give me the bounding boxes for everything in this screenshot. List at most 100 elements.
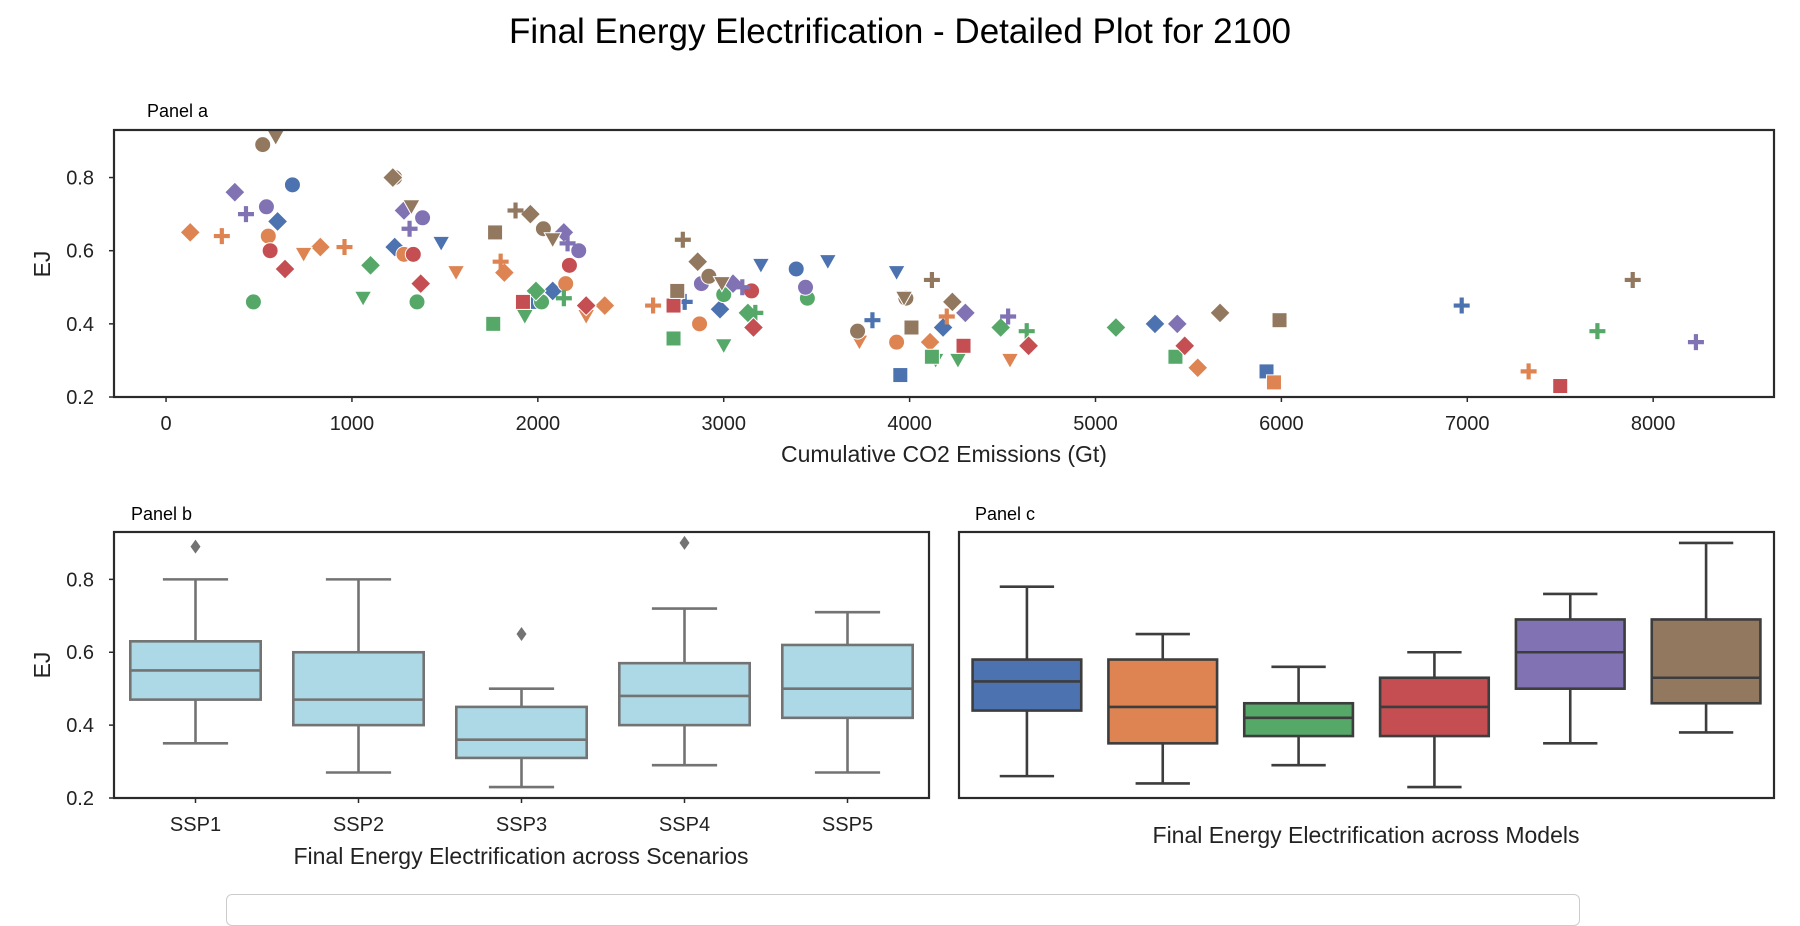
scatter-point	[492, 253, 509, 270]
scatter-point	[923, 348, 940, 365]
box-iqr	[780, 643, 914, 720]
panel-c: Panel c Final Energy Electrification acr…	[957, 504, 1776, 848]
scatter-point	[515, 309, 535, 326]
scatter-point	[266, 210, 289, 233]
scatter-point	[734, 279, 751, 296]
scatter-point	[382, 166, 404, 189]
figure-title: Final Energy Electrification - Detailed …	[509, 12, 1291, 51]
panel-b-label: Panel b	[131, 504, 192, 524]
scatter-point	[1589, 323, 1606, 340]
scatter-point	[712, 276, 732, 293]
panel-b: Panel b SSP1 SSP2 SSP3 SSP4 SSP5 0.2 0.4 0.6 0.8…	[29, 504, 931, 869]
scatter-point	[1174, 335, 1196, 357]
x-tick-label: 7000	[1445, 413, 1490, 435]
panel-c-label: Panel c	[975, 504, 1035, 524]
box-iqr	[1107, 658, 1219, 745]
scatter-point	[543, 232, 563, 249]
scatter-point	[402, 199, 421, 216]
category-label: SSP3	[496, 814, 547, 836]
category-label: SSP4	[659, 814, 710, 836]
category-label: SSP2	[333, 814, 384, 836]
scatter-point	[665, 297, 682, 314]
box-iqr	[1650, 618, 1762, 705]
figure: Final Energy Electrification - Detailed …	[29, 12, 1776, 869]
panel-c-frame	[957, 530, 1776, 800]
scatter-point	[259, 227, 277, 245]
scatter-point	[1687, 334, 1704, 351]
scatter-point	[1018, 323, 1035, 340]
scatter-point	[797, 278, 815, 296]
scatter-point	[359, 254, 382, 277]
panel-b-xlabel: Final Energy Electrification across Scen…	[293, 843, 748, 869]
scatter-point	[938, 308, 955, 325]
box-iqr	[1242, 701, 1355, 738]
x-tick-label: 4000	[887, 413, 932, 435]
y-tick-label: 0.8	[66, 168, 94, 190]
scatter-point	[431, 235, 451, 253]
scatter-point	[254, 136, 272, 154]
scatter-point	[401, 220, 418, 237]
panel-a-frame	[112, 128, 1776, 399]
box-group	[1107, 632, 1219, 785]
scatter-point	[932, 316, 954, 339]
box-iqr	[1514, 618, 1626, 690]
scatter-point	[179, 221, 201, 244]
scatter-point	[714, 338, 734, 355]
scatter-point	[309, 236, 332, 258]
scatter-point	[555, 290, 572, 307]
scatter-point	[1166, 313, 1188, 335]
scatter-point	[941, 291, 964, 313]
scatter-point	[244, 293, 262, 311]
scatter-point	[559, 235, 576, 252]
y-tick-label: 0.2	[66, 788, 94, 810]
scatter-point	[224, 181, 246, 203]
panel-a-label: Panel a	[147, 101, 209, 121]
scatter-point	[1144, 313, 1166, 335]
box-outlier	[516, 627, 527, 642]
y-tick-label: 0.4	[66, 715, 94, 737]
scatter-point	[507, 202, 524, 219]
box-iqr	[454, 705, 588, 760]
scatter-point	[1000, 308, 1017, 325]
box-outlier	[190, 539, 201, 554]
box-group	[291, 578, 425, 774]
panel-a-ticks: 0 1000 2000 3000 4000 5000 6000 7000 8000 0.2 0.4 0…	[66, 168, 1675, 435]
scatter-point	[955, 337, 972, 354]
scatter-point	[903, 319, 920, 336]
panel-b-ticks: SSP1 SSP2 SSP3 SSP4 SSP5 0.2 0.4 0.6 0.8	[66, 569, 873, 836]
scatter-point	[274, 258, 296, 280]
category-label: SSP1	[170, 814, 221, 836]
panel-a-ylabel: EJ	[29, 251, 55, 278]
scatter-point	[283, 176, 301, 194]
scatter-point	[570, 242, 588, 260]
scatter-point	[294, 246, 313, 264]
y-tick-label: 0.8	[66, 569, 94, 591]
x-tick-label: 8000	[1631, 413, 1676, 435]
y-tick-label: 0.6	[66, 642, 94, 664]
scatter-point	[410, 272, 432, 295]
scatter-point	[691, 315, 709, 333]
x-tick-label: 5000	[1073, 413, 1118, 435]
scatter-point	[787, 260, 805, 278]
legend-box	[226, 894, 1580, 926]
box-iqr	[971, 658, 1083, 712]
box-iqr	[291, 650, 425, 727]
box-group	[454, 627, 588, 789]
x-tick-label: 1000	[330, 413, 375, 435]
scatter-point	[404, 245, 422, 263]
scatter-point	[336, 239, 353, 256]
scatter-point	[923, 271, 940, 288]
scatter-point	[1271, 312, 1288, 329]
x-tick-label: 2000	[516, 413, 561, 435]
box-group	[1514, 592, 1626, 745]
scatter-point	[686, 250, 709, 273]
scatter-point	[1624, 271, 1641, 288]
scatter-point	[1265, 374, 1282, 391]
box-group	[1650, 541, 1762, 734]
scatter-point	[525, 280, 547, 302]
panel-c-xlabel: Final Energy Electrification across Mode…	[1153, 822, 1580, 848]
scatter-point	[849, 322, 867, 340]
y-tick-label: 0.2	[66, 387, 94, 409]
scatter-point	[665, 330, 682, 347]
scatter-point	[864, 312, 881, 329]
